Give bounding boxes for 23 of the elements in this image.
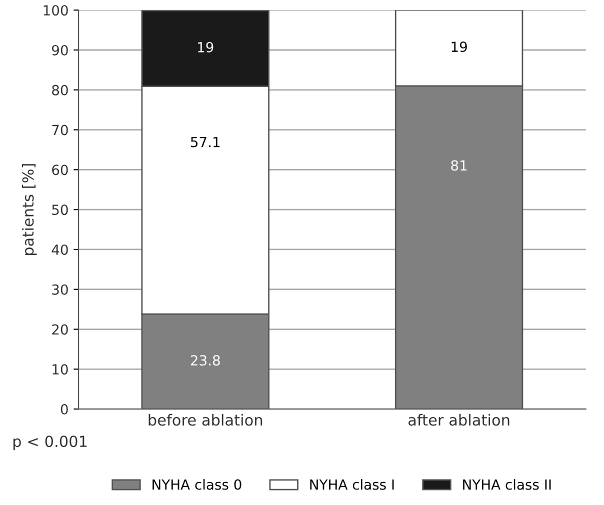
legend-label: NYHA class I: [310, 479, 394, 490]
data-label: 19: [198, 42, 214, 52]
text: p < 0.001: [13, 436, 87, 450]
y-tick-label: 80: [52, 84, 68, 96]
y-tick-label: 20: [52, 324, 68, 335]
y-tick-label: 90: [52, 44, 68, 56]
y-tick-label: 50: [52, 204, 68, 216]
y-tick-label: 10: [52, 364, 68, 375]
data-label: 19: [452, 42, 467, 52]
data-label: 81: [451, 160, 467, 171]
legend-label: NYHA class 0: [152, 479, 242, 490]
y-axis-title: patients [%]: [22, 164, 37, 255]
y-tick-label: 70: [52, 124, 68, 136]
data-label: 57.1: [190, 136, 220, 148]
y-tick-label: 60: [52, 164, 68, 176]
y-tick-label: 30: [52, 284, 68, 295]
y-tick-label: 40: [52, 244, 68, 255]
x-tick-label: before ablation: [148, 414, 262, 426]
x-tick-label: after ablation: [408, 414, 510, 426]
y-tick-label: 0: [60, 404, 68, 415]
data-label: 23.8: [190, 355, 220, 366]
legend-label: NYHA class II: [463, 479, 551, 490]
y-tick-label: 100: [44, 5, 68, 16]
